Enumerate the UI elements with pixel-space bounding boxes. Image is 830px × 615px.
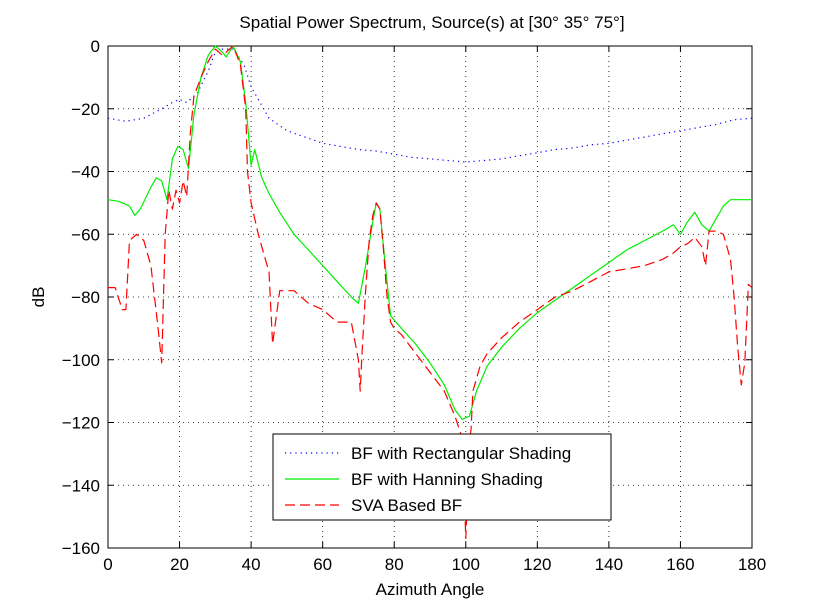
chart-title: Spatial Power Spectrum, Source(s) at [30… (239, 13, 624, 32)
y-tick-label: −140 (62, 476, 100, 495)
y-axis-ticks: 0 −20 −40 −60 −80 −100 −120 −140 −160 (62, 37, 752, 558)
x-tick-label: 0 (103, 555, 112, 574)
legend-label: BF with Hanning Shading (351, 470, 543, 489)
x-tick-label: 20 (170, 555, 189, 574)
x-tick-label: 120 (523, 555, 551, 574)
legend: BF with Rectangular Shading BF with Hanni… (272, 433, 612, 521)
series-line-sva (108, 45, 753, 540)
x-tick-label: 160 (666, 555, 694, 574)
x-tick-label: 60 (313, 555, 332, 574)
x-axis-ticks: 0 20 40 60 80 100 120 140 160 180 (103, 46, 766, 574)
y-tick-label: −60 (71, 225, 100, 244)
x-tick-label: 140 (595, 555, 623, 574)
y-tick-label: −160 (62, 539, 100, 558)
y-tick-label: −100 (62, 351, 100, 370)
grid-lines (108, 46, 752, 548)
legend-box (272, 433, 612, 521)
x-tick-label: 80 (385, 555, 404, 574)
series-lines (107, 45, 753, 540)
y-tick-label: 0 (91, 37, 100, 56)
y-tick-label: −20 (71, 100, 100, 119)
y-tick-label: −120 (62, 414, 100, 433)
y-axis-label: dB (29, 287, 48, 308)
y-tick-label: −40 (71, 163, 100, 182)
x-tick-label: 40 (242, 555, 261, 574)
x-tick-label: 180 (738, 555, 766, 574)
legend-label: BF with Rectangular Shading (351, 444, 571, 463)
legend-label: SVA Based BF (351, 496, 462, 515)
series-line-hanning (107, 45, 752, 420)
x-axis-label: Azimuth Angle (376, 580, 485, 599)
x-tick-label: 100 (452, 555, 480, 574)
y-tick-label: −80 (71, 288, 100, 307)
